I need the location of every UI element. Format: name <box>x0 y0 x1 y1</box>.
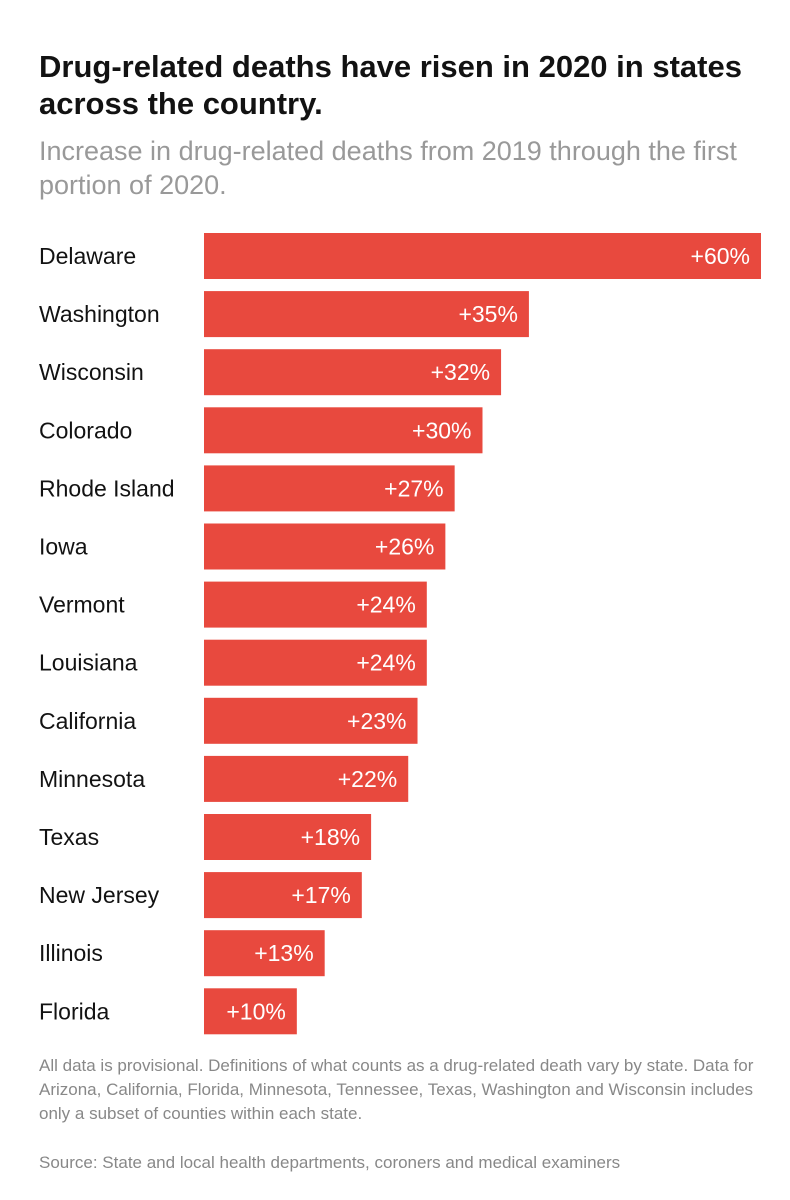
category-label: Minnesota <box>39 766 145 792</box>
bar <box>204 291 529 338</box>
category-label: Colorado <box>39 417 132 443</box>
bar <box>204 697 418 744</box>
category-label: Delaware <box>39 243 136 269</box>
bar-value-label: +30% <box>412 417 471 443</box>
bar-chart-svg: Delaware +60% Washington +35% Wisconsin +32% C… <box>39 233 761 1035</box>
bar-value-label: +22% <box>338 766 397 792</box>
bar <box>204 523 446 570</box>
bar <box>204 930 325 977</box>
bar-value-label: +23% <box>347 708 406 734</box>
chart-subtitle: Increase in drug-related deaths from 201… <box>39 136 737 200</box>
bar-value-label: +60% <box>691 243 750 269</box>
bar <box>204 988 297 1035</box>
bar <box>204 407 483 454</box>
bar-value-label: +17% <box>291 882 350 908</box>
bar <box>204 581 427 628</box>
footnote: All data is provisional. Definitions of … <box>39 1056 754 1123</box>
bar-value-label: +24% <box>356 650 415 676</box>
bar-value-label: +10% <box>226 998 285 1024</box>
bar <box>204 755 409 802</box>
bar <box>204 233 761 279</box>
category-label: California <box>39 708 136 734</box>
source-note: Source: State and local health departmen… <box>39 1153 621 1172</box>
category-label: Florida <box>39 998 110 1024</box>
chart-title: Drug-related deaths have risen in 2020 i… <box>39 49 742 121</box>
category-label: Rhode Island <box>39 475 175 501</box>
bar <box>204 814 372 860</box>
category-label: Washington <box>39 301 160 327</box>
bar-value-label: +35% <box>458 301 517 327</box>
category-label: Vermont <box>39 592 125 618</box>
category-label: Illinois <box>39 940 103 966</box>
bar-value-label: +27% <box>384 475 443 501</box>
bar-chart: Delaware +60% Washington +35% Wisconsin +32% C… <box>0 226 790 1046</box>
bar <box>204 349 502 396</box>
bar <box>204 465 455 512</box>
category-label: Wisconsin <box>39 359 144 385</box>
category-label: New Jersey <box>39 882 160 908</box>
bar <box>204 639 427 686</box>
category-label: Texas <box>39 824 99 850</box>
bar-value-label: +18% <box>301 824 360 850</box>
category-label: Iowa <box>39 534 88 560</box>
bar-value-label: +26% <box>375 534 434 560</box>
bar-value-label: +24% <box>356 592 415 618</box>
bar <box>204 872 362 919</box>
bar-value-label: +32% <box>431 359 490 385</box>
bar-value-label: +13% <box>254 940 313 966</box>
category-label: Louisiana <box>39 650 138 676</box>
